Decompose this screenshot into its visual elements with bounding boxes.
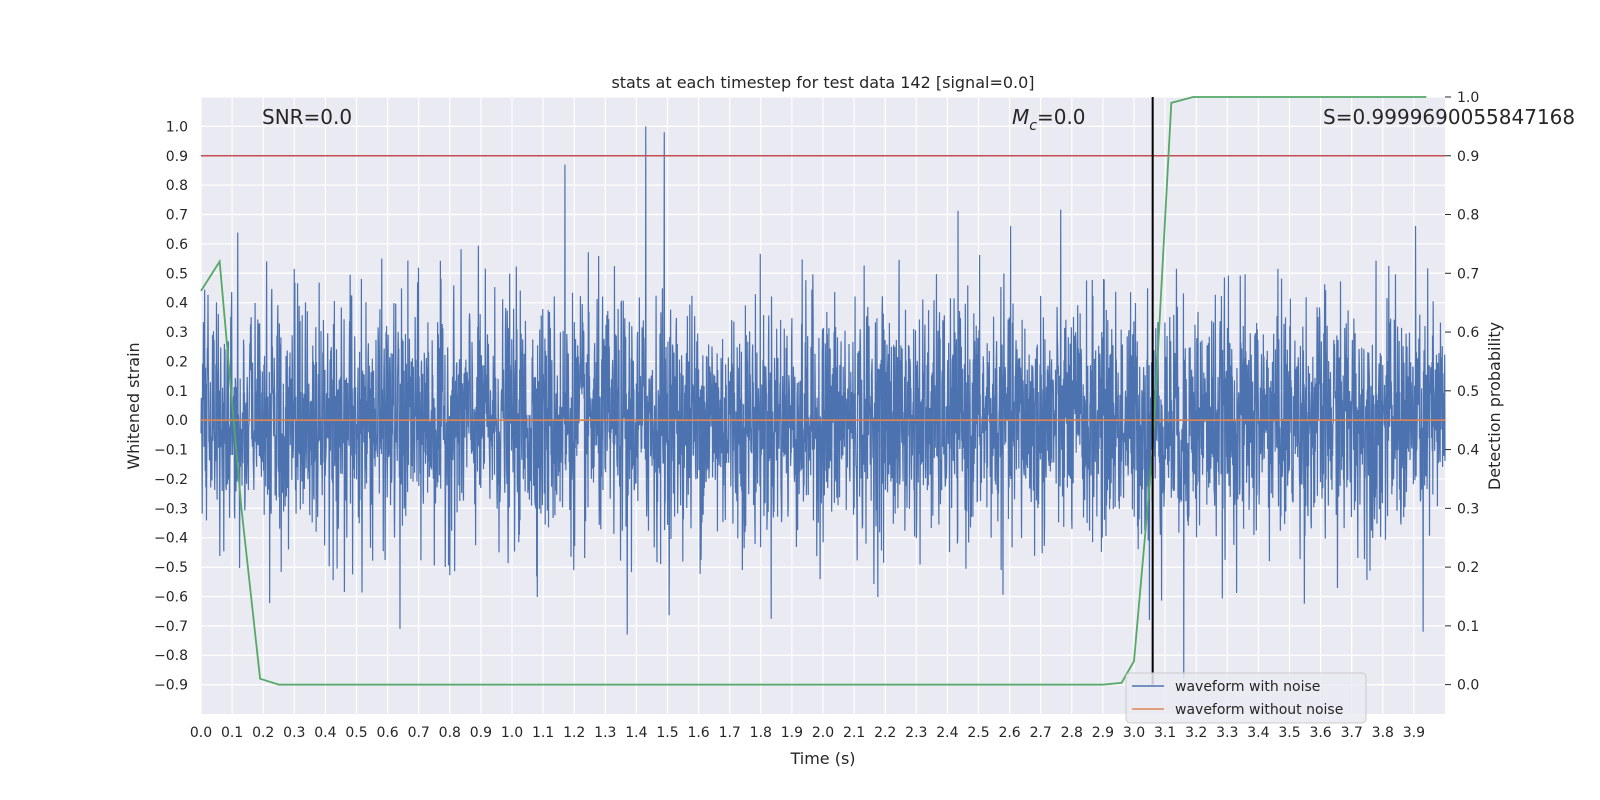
y-tick-label: −0.5: [154, 560, 188, 576]
y-tick-label: −0.6: [154, 589, 188, 605]
x-tick-label: 0.7: [408, 725, 430, 741]
y2-tick-label: 0.1: [1457, 619, 1479, 635]
x-tick-label: 3.6: [1309, 725, 1331, 741]
x-tick-label: 3.3: [1216, 725, 1238, 741]
x-tick-label: 3.0: [1123, 725, 1145, 741]
x-tick-label: 2.3: [905, 725, 927, 741]
x-ticks: 0.0 0.1 0.2 0.3 0.4 0.5 0.6 0.7 0.8 0.9 1.0 1.1 1.2 1…: [190, 725, 1425, 741]
y-tick-label: 0.1: [166, 384, 188, 400]
annotation-score: S=0.9999690055847168: [1323, 105, 1575, 129]
y-tick-label: −0.3: [154, 501, 188, 517]
y2-tick-label: 1.0: [1457, 90, 1479, 106]
y-tick-label: 0.7: [166, 208, 188, 224]
y2-tick-label: 0.7: [1457, 266, 1479, 282]
x-tick-label: 1.0: [501, 725, 523, 741]
y-tick-label: −0.4: [154, 531, 188, 547]
y2-tick-label: 0.5: [1457, 384, 1479, 400]
y2-tick-label: 0.3: [1457, 501, 1479, 517]
y-tick-label: 0.8: [166, 178, 188, 194]
y-axis-label: Whitened strain: [124, 342, 143, 469]
x-tick-label: 1.4: [625, 725, 647, 741]
y-tick-label: 0.0: [166, 413, 188, 429]
y-tick-label: −0.9: [154, 678, 188, 694]
x-tick-label: 3.7: [1341, 725, 1363, 741]
x-tick-label: 2.8: [1061, 725, 1083, 741]
y-tick-label: −0.1: [154, 443, 188, 459]
series-detection-probability: [200, 96, 1427, 686]
y-tick-label: −0.2: [154, 472, 188, 488]
y2-tick-label: 0.4: [1457, 443, 1479, 459]
x-tick-label: 1.7: [719, 725, 741, 741]
series-waveform-with-noise: [200, 126, 1446, 679]
x-tick-label: 1.8: [750, 725, 772, 741]
x-tick-label: 1.9: [781, 725, 803, 741]
x-tick-label: 3.4: [1247, 725, 1269, 741]
y-ticks: −0.9 −0.8 −0.7 −0.6 −0.5 −0.4 −0.3 −0.2 −0.1 0.0 0…: [154, 119, 188, 693]
y-tick-label: 0.5: [166, 266, 188, 282]
x-tick-label: 3.9: [1403, 725, 1425, 741]
chart-title: stats at each timestep for test data 142…: [611, 73, 1034, 92]
x-tick-label: 1.1: [532, 725, 554, 741]
x-tick-label: 2.4: [936, 725, 958, 741]
y-tick-label: 0.4: [166, 296, 188, 312]
data-layer: [200, 96, 1446, 686]
x-tick-label: 0.6: [376, 725, 398, 741]
y2-ticks: 0.0 0.1 0.2 0.3 0.4 0.5 0.6 0.7 0.8 0.9 1.0: [1445, 90, 1479, 694]
y-tick-label: −0.7: [154, 619, 188, 635]
x-tick-label: 2.5: [967, 725, 989, 741]
x-tick-label: 0.3: [283, 725, 305, 741]
x-tick-label: 2.7: [1030, 725, 1052, 741]
x-tick-label: 3.5: [1278, 725, 1300, 741]
annotation-snr: SNR=0.0: [262, 105, 352, 129]
legend-box: [1125, 672, 1367, 724]
x-tick-label: 2.1: [843, 725, 865, 741]
y2-tick-label: 0.6: [1457, 325, 1479, 341]
y-tick-label: 1.0: [166, 119, 188, 135]
mc-subscript: c: [1029, 118, 1037, 134]
y2-tick-label: 0.2: [1457, 560, 1479, 576]
y2-axis-label: Detection probability: [1485, 322, 1504, 490]
x-tick-label: 0.8: [439, 725, 461, 741]
y2-tick-label: 0.0: [1457, 678, 1479, 694]
mc-symbol: M: [1012, 105, 1029, 129]
legend-label-noise: waveform with noise: [1175, 679, 1320, 695]
y-tick-label: 0.6: [166, 237, 188, 253]
x-tick-label: 3.8: [1372, 725, 1394, 741]
x-tick-label: 1.5: [656, 725, 678, 741]
y-tick-label: 0.3: [166, 325, 188, 341]
x-tick-label: 1.2: [563, 725, 585, 741]
y-tick-label: 0.9: [166, 149, 188, 165]
x-tick-label: 2.0: [812, 725, 834, 741]
x-tick-label: 0.2: [252, 725, 274, 741]
x-tick-label: 3.2: [1185, 725, 1207, 741]
y2-tick-label: 0.8: [1457, 208, 1479, 224]
x-tick-label: 0.9: [470, 725, 492, 741]
x-tick-label: 0.4: [314, 725, 336, 741]
x-tick-label: 2.9: [1092, 725, 1114, 741]
x-tick-label: 1.6: [687, 725, 709, 741]
x-tick-label: 3.1: [1154, 725, 1176, 741]
x-axis-label: Time (s): [789, 749, 855, 768]
legend-label-clean: waveform without noise: [1175, 702, 1343, 718]
y2-tick-label: 0.9: [1457, 149, 1479, 165]
annotation-chirp-mass: Mc=0.0: [1012, 105, 1086, 134]
x-tick-label: 1.3: [594, 725, 616, 741]
x-tick-label: 2.2: [874, 725, 896, 741]
x-tick-label: 0.1: [221, 725, 243, 741]
x-tick-label: 0.0: [190, 725, 212, 741]
y-tick-label: 0.2: [166, 354, 188, 370]
x-tick-label: 0.5: [345, 725, 367, 741]
mc-value: =0.0: [1037, 105, 1086, 129]
x-tick-label: 2.6: [998, 725, 1020, 741]
y-tick-label: −0.8: [154, 648, 188, 664]
legend: waveform with noise waveform without noi…: [1125, 672, 1367, 724]
